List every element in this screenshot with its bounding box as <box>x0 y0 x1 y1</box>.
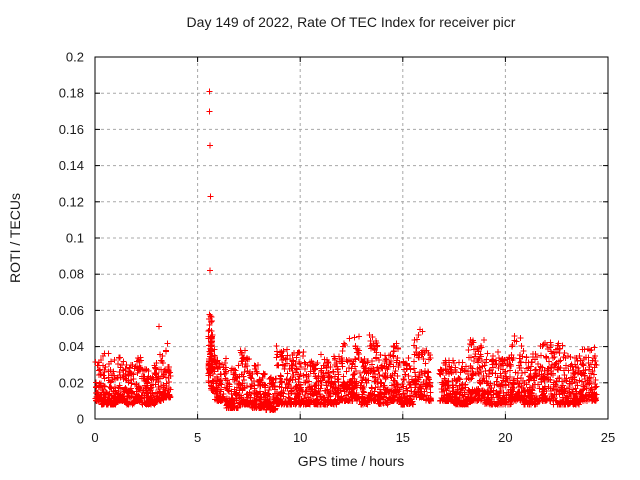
axis-ticks <box>94 56 609 420</box>
y-axis-label: ROTI / TECUs <box>7 193 23 283</box>
y-tick-label: 0.2 <box>66 50 84 65</box>
y-tick-label: 0.02 <box>59 375 84 390</box>
scatter-points <box>92 88 600 413</box>
x-tick-label: 0 <box>91 430 98 445</box>
x-tick-label: 5 <box>194 430 201 445</box>
y-tick-label: 0.12 <box>59 194 84 209</box>
x-tick-label: 10 <box>293 430 307 445</box>
x-tick-label: 20 <box>498 430 512 445</box>
y-tick-label: 0.04 <box>59 339 84 354</box>
y-tick-label: 0.08 <box>59 267 84 282</box>
x-tick-label: 15 <box>396 430 410 445</box>
y-tick-label: 0.1 <box>66 231 84 246</box>
tick-labels: 0 5 10 15 20 25 0 0.02 0.04 0.06 0.08 0.1 0.12 0.14 0.… <box>59 50 616 446</box>
x-axis-label: GPS time / hours <box>298 453 405 469</box>
y-tick-label: 0.14 <box>59 158 84 173</box>
data-point-cloud <box>92 311 600 413</box>
outlier-points <box>156 88 214 330</box>
y-tick-label: 0 <box>77 412 84 427</box>
chart-title: Day 149 of 2022, Rate Of TEC Index for r… <box>187 14 516 30</box>
y-tick-label: 0.16 <box>59 122 84 137</box>
y-tick-label: 0.18 <box>59 86 84 101</box>
x-tick-label: 25 <box>601 430 615 445</box>
y-tick-label: 0.06 <box>59 303 84 318</box>
